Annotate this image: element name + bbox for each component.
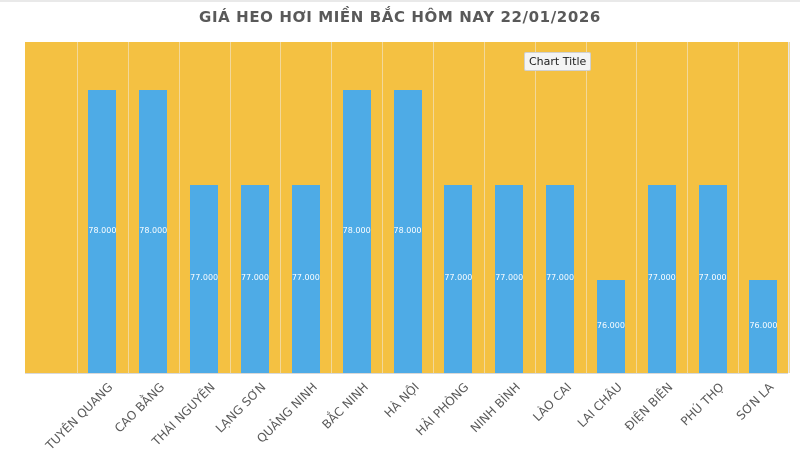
bar-3[interactable]: 77.000: [190, 185, 219, 373]
chart-title-tooltip: Chart Title: [524, 52, 592, 71]
bar-value-label: 78.000: [342, 225, 371, 235]
gridline: [687, 42, 689, 373]
plot-area[interactable]: 78.000 78.000 77.000 77.000 77.000 78.000 78.0…: [25, 42, 790, 373]
bar-7[interactable]: 78.000: [393, 90, 422, 373]
x-tick-label: SƠN LA: [734, 380, 777, 423]
x-tick-label: LÀO CAI: [530, 380, 575, 425]
bar-value-label: 77.000: [698, 273, 727, 282]
gridline: [382, 42, 384, 373]
bar-value-label: 77.000: [190, 273, 219, 282]
bar-14[interactable]: 76.000: [749, 280, 778, 373]
x-tick-label: HÀ NỘI: [381, 380, 422, 421]
gridline: [738, 42, 740, 373]
bar-value-label: 76.000: [596, 320, 625, 330]
x-tick-label: LẠNG SƠN: [212, 380, 269, 436]
gridline: [483, 42, 485, 373]
bar-5[interactable]: 77.000: [291, 185, 320, 373]
bar-value-label: 77.000: [546, 273, 575, 282]
x-tick-label: BẮC NINH: [318, 380, 371, 432]
x-tick-label: PHÚ THỌ: [677, 380, 727, 429]
bar-value-label: 77.000: [647, 273, 676, 282]
bar-value-label: 77.000: [291, 273, 320, 282]
gridline: [280, 42, 282, 373]
x-tick-label: NINH BÌNH: [467, 380, 524, 436]
bar-13[interactable]: 77.000: [698, 185, 727, 373]
x-tick-label: ĐIỆN BIÊN: [621, 380, 676, 434]
chart-title: GIÁ HEO HƠI MIỀN BẮC HÔM NAY 22/01/2026: [199, 8, 601, 26]
bar-value-label: 77.000: [495, 273, 524, 282]
bar-11[interactable]: 76.000: [596, 280, 625, 373]
x-tick-label: TUYÊN QUANG: [43, 380, 116, 453]
bar-6[interactable]: 78.000: [342, 90, 371, 373]
bar-value-label: 77.000: [444, 273, 473, 282]
x-tick-label: HẢI PHÒNG: [413, 380, 472, 439]
gridline: [534, 42, 536, 373]
bar-value-label: 78.000: [393, 225, 422, 235]
bar-4[interactable]: 77.000: [240, 185, 269, 373]
top-border: [0, 0, 800, 2]
bar-value-label: 78.000: [139, 225, 168, 235]
bar-value-label: 78.000: [88, 225, 117, 235]
bar-value-label: 76.000: [749, 320, 778, 330]
bar-2[interactable]: 78.000: [139, 90, 168, 373]
x-tick-label: LAI CHÂU: [574, 380, 625, 431]
gridline: [178, 42, 180, 373]
bar-9[interactable]: 77.000: [495, 185, 524, 373]
gridline: [636, 42, 638, 373]
gridline: [77, 42, 78, 373]
bar-10[interactable]: 77.000: [546, 185, 575, 373]
bar-12[interactable]: 77.000: [647, 185, 676, 373]
bar-value-label: 77.000: [240, 273, 269, 282]
bar-1[interactable]: 78.000: [88, 90, 117, 373]
gridline: [229, 42, 231, 373]
x-axis-line: [25, 373, 788, 374]
bar-8[interactable]: 77.000: [444, 185, 473, 373]
gridline: [331, 42, 333, 373]
gridline: [127, 42, 129, 373]
gridline: [788, 42, 790, 373]
gridline: [432, 42, 434, 373]
gridline: [585, 42, 587, 373]
